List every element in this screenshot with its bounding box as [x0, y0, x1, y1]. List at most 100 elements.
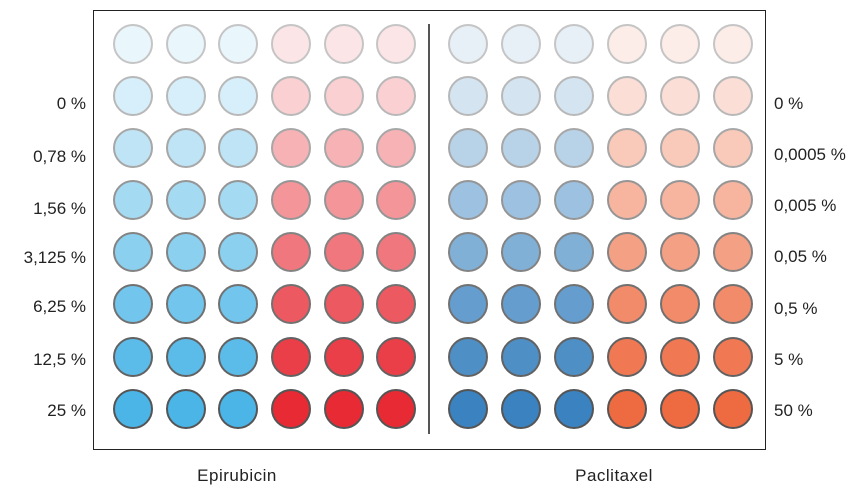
well [218, 232, 258, 272]
well [448, 180, 488, 220]
well [218, 24, 258, 64]
well [271, 337, 311, 377]
well [660, 128, 700, 168]
well [376, 337, 416, 377]
well [448, 24, 488, 64]
well [501, 389, 541, 429]
well [713, 180, 753, 220]
well [607, 76, 647, 116]
well [448, 232, 488, 272]
well [660, 389, 700, 429]
well [554, 24, 594, 64]
well [713, 389, 753, 429]
left-conc-label: 3,125 % [23, 248, 86, 267]
well [376, 24, 416, 64]
well [113, 24, 153, 64]
well [324, 284, 364, 324]
well [501, 284, 541, 324]
right-conc-label: 50 % [774, 401, 813, 420]
left-conc-label: 25 % [47, 401, 86, 420]
well [660, 180, 700, 220]
well [113, 284, 153, 324]
well [324, 337, 364, 377]
well [501, 24, 541, 64]
well [113, 232, 153, 272]
well [324, 128, 364, 168]
well [501, 180, 541, 220]
well [271, 24, 311, 64]
well [554, 128, 594, 168]
well [713, 232, 753, 272]
well [713, 337, 753, 377]
well [113, 389, 153, 429]
well [501, 76, 541, 116]
well [607, 232, 647, 272]
well [554, 76, 594, 116]
well [713, 284, 753, 324]
well [166, 180, 206, 220]
well [218, 337, 258, 377]
left-conc-label: 0 % [56, 94, 86, 113]
well [271, 232, 311, 272]
well [607, 24, 647, 64]
well [166, 389, 206, 429]
well [113, 76, 153, 116]
right-conc-label: 5 % [774, 350, 804, 369]
well [660, 232, 700, 272]
well [607, 284, 647, 324]
well [607, 128, 647, 168]
well [713, 128, 753, 168]
well [166, 128, 206, 168]
well [166, 24, 206, 64]
left-conc-label: 6,25 % [33, 297, 86, 316]
well [607, 180, 647, 220]
well [607, 337, 647, 377]
right-conc-label: 0,005 % [774, 196, 837, 215]
well [554, 337, 594, 377]
left-conc-label: 0,78 % [33, 147, 86, 166]
well [660, 284, 700, 324]
left-conc-label: 12,5 % [33, 350, 86, 369]
well [218, 128, 258, 168]
well [166, 232, 206, 272]
well [554, 284, 594, 324]
plate-divider [428, 24, 430, 434]
well [448, 128, 488, 168]
well [166, 337, 206, 377]
left-conc-label: 1,56 % [33, 199, 86, 218]
well [218, 76, 258, 116]
well [113, 128, 153, 168]
well [607, 389, 647, 429]
well [501, 337, 541, 377]
well [376, 389, 416, 429]
well [554, 389, 594, 429]
well [271, 284, 311, 324]
well [660, 76, 700, 116]
well [660, 337, 700, 377]
well [376, 128, 416, 168]
well [448, 389, 488, 429]
well [448, 284, 488, 324]
well [501, 128, 541, 168]
well [324, 180, 364, 220]
well [218, 389, 258, 429]
well [271, 76, 311, 116]
well [271, 128, 311, 168]
well [113, 180, 153, 220]
well [113, 337, 153, 377]
well [218, 284, 258, 324]
well [166, 76, 206, 116]
well [218, 180, 258, 220]
well [448, 76, 488, 116]
well [324, 76, 364, 116]
well [713, 24, 753, 64]
well [501, 232, 541, 272]
well [324, 24, 364, 64]
group-label-paclitaxel: Paclitaxel [575, 466, 653, 485]
right-conc-label: 0 % [774, 94, 804, 113]
well [376, 232, 416, 272]
well [376, 284, 416, 324]
well [324, 232, 364, 272]
well [166, 284, 206, 324]
group-label-epirubicin: Epirubicin [197, 466, 277, 485]
